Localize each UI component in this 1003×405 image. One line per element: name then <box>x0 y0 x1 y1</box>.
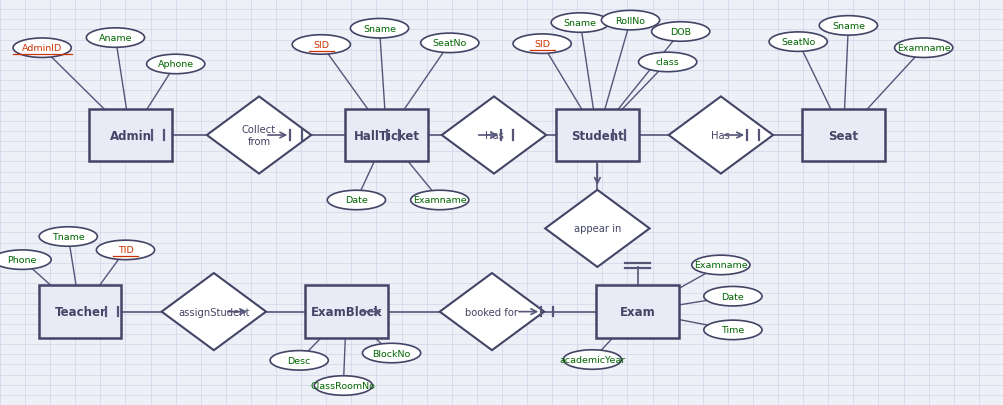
Ellipse shape <box>86 29 144 48</box>
Ellipse shape <box>96 241 154 260</box>
Ellipse shape <box>314 376 372 395</box>
Text: Aphone: Aphone <box>157 60 194 69</box>
Text: Has: Has <box>484 131 503 141</box>
Text: TID: TID <box>117 246 133 255</box>
Text: Examname: Examname <box>693 261 747 270</box>
Text: Phone: Phone <box>7 256 37 264</box>
Text: class: class <box>655 58 679 67</box>
Ellipse shape <box>691 256 749 275</box>
Text: HallTicket: HallTicket <box>353 129 419 142</box>
Ellipse shape <box>270 351 328 370</box>
Text: SID: SID <box>534 40 550 49</box>
Text: Tname: Tname <box>52 232 84 241</box>
Polygon shape <box>441 97 546 174</box>
Text: RollNo: RollNo <box>615 17 645 26</box>
Ellipse shape <box>39 227 97 247</box>
Bar <box>801 109 884 162</box>
Text: ClassRoomNo: ClassRoomNo <box>311 381 375 390</box>
Text: Aname: Aname <box>98 34 132 43</box>
Text: Examname: Examname <box>896 44 950 53</box>
Text: Admin: Admin <box>109 129 151 142</box>
Text: Collect
from: Collect from <box>242 125 276 147</box>
Text: booked for: booked for <box>465 307 518 317</box>
Ellipse shape <box>13 39 71 58</box>
Text: SeatNo: SeatNo <box>432 39 466 48</box>
Ellipse shape <box>513 35 571 54</box>
Text: Desc: Desc <box>287 356 311 365</box>
Ellipse shape <box>563 350 621 369</box>
Polygon shape <box>207 97 311 174</box>
Text: DOB: DOB <box>670 28 690 37</box>
Polygon shape <box>439 273 544 350</box>
Text: Teacher: Teacher <box>54 305 106 318</box>
Text: academicYear: academicYear <box>559 355 625 364</box>
Text: Sname: Sname <box>564 19 596 28</box>
Text: Sname: Sname <box>831 22 864 31</box>
Bar <box>556 109 638 162</box>
Ellipse shape <box>651 23 709 42</box>
Bar <box>345 109 427 162</box>
Text: Date: Date <box>721 292 743 301</box>
Text: Examname: Examname <box>412 196 466 205</box>
Polygon shape <box>161 273 266 350</box>
Text: Has: Has <box>711 131 729 141</box>
Polygon shape <box>668 97 772 174</box>
Ellipse shape <box>327 191 385 210</box>
Ellipse shape <box>601 11 659 31</box>
Ellipse shape <box>551 14 609 33</box>
Text: Date: Date <box>345 196 367 205</box>
Ellipse shape <box>0 250 51 270</box>
Ellipse shape <box>292 36 350 55</box>
Ellipse shape <box>410 191 468 210</box>
Text: ExamBlock: ExamBlock <box>310 305 382 318</box>
Text: Time: Time <box>720 326 744 335</box>
Ellipse shape <box>894 39 952 58</box>
Bar <box>89 109 172 162</box>
Ellipse shape <box>350 19 408 39</box>
Text: Student: Student <box>571 129 623 142</box>
Bar <box>305 286 387 338</box>
Text: SID: SID <box>313 41 329 50</box>
Text: assignStudent: assignStudent <box>178 307 250 317</box>
Ellipse shape <box>362 343 420 363</box>
Text: AdminID: AdminID <box>22 44 62 53</box>
Text: BlockNo: BlockNo <box>372 349 410 358</box>
Text: SeatNo: SeatNo <box>780 38 814 47</box>
Ellipse shape <box>703 320 761 340</box>
Text: appear in: appear in <box>573 224 621 234</box>
Ellipse shape <box>768 33 826 52</box>
Ellipse shape <box>420 34 478 53</box>
Bar <box>596 286 678 338</box>
Text: Exam: Exam <box>619 305 655 318</box>
Ellipse shape <box>818 17 877 36</box>
Text: Seat: Seat <box>827 129 858 142</box>
Polygon shape <box>545 190 649 267</box>
Ellipse shape <box>703 287 761 306</box>
Ellipse shape <box>146 55 205 75</box>
Bar <box>39 286 121 338</box>
Ellipse shape <box>638 53 696 72</box>
Text: Sname: Sname <box>363 25 395 34</box>
